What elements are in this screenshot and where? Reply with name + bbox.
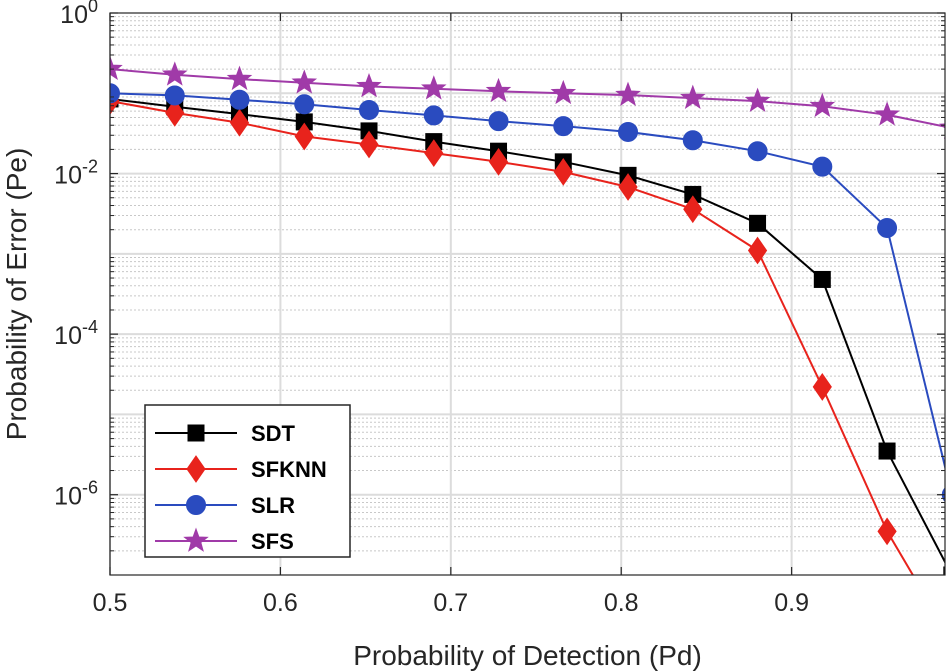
data-point-sfs — [550, 79, 577, 105]
data-point-sfknn — [488, 147, 509, 176]
y-tick-label: 10-6 — [54, 478, 98, 511]
data-point-sfs — [744, 87, 771, 112]
data-point-slr — [877, 217, 898, 238]
data-point-sfs — [680, 84, 706, 109]
x-axis-title: Probability of Detection (Pd) — [353, 640, 702, 671]
data-point-sfknn — [943, 628, 952, 654]
y-tick-label: 10-4 — [54, 317, 98, 350]
series-slr — [110, 83, 945, 503]
series-sfs — [110, 55, 945, 139]
data-point-sfknn — [229, 108, 250, 137]
data-point-sfs — [161, 61, 188, 86]
legend-box — [144, 404, 351, 558]
data-point-sfknn — [294, 122, 314, 151]
x-tick-label: 0.5 — [93, 589, 128, 617]
data-point-sfknn — [618, 173, 638, 201]
data-point-slr — [423, 105, 444, 126]
data-point-sfs — [421, 75, 447, 100]
x-tick-label: 0.6 — [263, 589, 298, 617]
data-point-slr — [110, 83, 120, 104]
data-point-sfknn — [165, 99, 185, 127]
data-point-sdt — [878, 442, 896, 460]
data-point-slr — [682, 130, 703, 151]
data-point-sfs — [226, 65, 253, 91]
legend-marker-slr — [186, 495, 206, 515]
y-tick-label: 100 — [60, 0, 98, 29]
data-point-sfs — [291, 69, 318, 94]
data-point-slr — [294, 94, 315, 115]
data-point-sfknn — [359, 130, 379, 159]
series-line-sfs — [110, 68, 945, 128]
data-point-sfknn — [553, 157, 573, 186]
y-axis-title: Probability of Error (Pe) — [1, 148, 32, 441]
series-line-sfknn — [110, 100, 915, 575]
data-point-sfs — [110, 55, 123, 80]
legend-label-sdt: SDT — [251, 421, 296, 446]
data-point-slr — [553, 116, 574, 137]
data-point-sfknn — [747, 236, 768, 265]
legend-marker-sdt — [187, 424, 205, 442]
series-sfknn — [110, 87, 952, 654]
legend-label-slr: SLR — [251, 493, 295, 518]
data-point-slr — [164, 85, 185, 106]
legend-label-sfknn: SFKNN — [251, 457, 327, 482]
data-point-sfknn — [877, 517, 897, 546]
axes: 0.5 0.6 0.7 0.8 0.9 100 10-2 10-4 10-6 — [54, 0, 946, 617]
data-point-sfs — [485, 77, 512, 103]
data-point-slr — [812, 156, 833, 177]
data-point-sdt — [749, 214, 767, 232]
data-point-sfs — [615, 81, 641, 106]
x-tick-label: 0.7 — [433, 589, 468, 617]
data-point-sfs — [809, 92, 836, 118]
data-point-sfknn — [424, 139, 444, 167]
data-point-slr — [618, 121, 639, 142]
x-tick-label: 0.9 — [774, 589, 809, 617]
y-tick-label: 10-2 — [54, 157, 98, 190]
data-point-slr — [747, 141, 768, 162]
plot-series — [110, 55, 952, 654]
series-line-slr — [110, 92, 945, 471]
data-point-sfs — [356, 72, 382, 98]
legend: SDT SFKNN SLR SFS — [144, 404, 351, 558]
series-line-sdt — [110, 98, 945, 565]
data-point-slr — [229, 89, 250, 110]
legend-label-sfs: SFS — [251, 529, 294, 554]
x-tick-label: 0.8 — [604, 589, 639, 617]
data-point-sfknn — [683, 195, 703, 224]
legend-marker-sfknn — [186, 455, 206, 483]
data-point-slr — [488, 111, 509, 132]
data-point-sfknn — [812, 373, 832, 401]
data-point-sfs — [874, 101, 900, 126]
legend-marker-sfs — [183, 527, 209, 552]
data-point-slr — [359, 99, 380, 120]
data-point-sdt — [813, 270, 831, 288]
axes-box — [109, 12, 946, 576]
